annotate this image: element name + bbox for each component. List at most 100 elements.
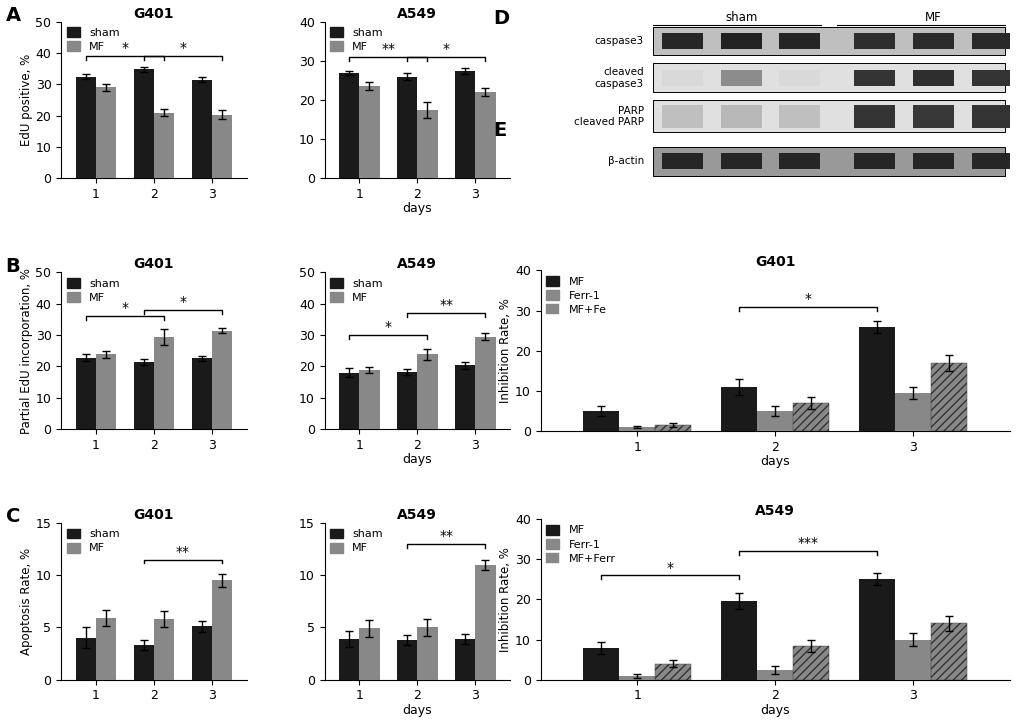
- Text: *: *: [179, 41, 186, 56]
- Bar: [854, 70, 895, 86]
- Text: *: *: [384, 320, 391, 334]
- Bar: [895, 640, 930, 680]
- Bar: [971, 105, 1012, 127]
- Text: A: A: [5, 6, 20, 25]
- Text: E: E: [493, 121, 506, 140]
- Bar: [661, 70, 702, 86]
- Bar: [96, 618, 116, 680]
- Text: cleaved
caspase3: cleaved caspase3: [594, 67, 643, 89]
- Y-axis label: Apoptosis Rate, %: Apoptosis Rate, %: [19, 548, 33, 655]
- Text: **: **: [381, 42, 395, 56]
- Bar: [583, 648, 619, 680]
- Bar: [720, 153, 761, 169]
- Y-axis label: Partial EdU incorporation, %: Partial EdU incorporation, %: [19, 268, 33, 434]
- Text: ***: ***: [797, 536, 818, 550]
- Bar: [96, 354, 116, 429]
- Bar: [475, 565, 495, 680]
- Bar: [912, 153, 953, 169]
- Legend: sham, MF: sham, MF: [66, 278, 119, 303]
- Bar: [338, 72, 359, 179]
- X-axis label: days: days: [403, 202, 432, 215]
- Bar: [212, 331, 232, 429]
- Title: A549: A549: [397, 508, 437, 522]
- Text: B: B: [5, 257, 20, 275]
- Bar: [417, 628, 437, 680]
- Bar: [895, 393, 930, 431]
- Text: β-actin: β-actin: [607, 156, 643, 166]
- Bar: [417, 110, 437, 179]
- Legend: MF, Ferr-1, MF+Ferr: MF, Ferr-1, MF+Ferr: [545, 525, 614, 564]
- Bar: [720, 105, 761, 127]
- Legend: MF, Ferr-1, MF+Fe: MF, Ferr-1, MF+Fe: [545, 276, 605, 315]
- Text: *: *: [121, 301, 128, 315]
- Bar: [971, 70, 1012, 86]
- Bar: [96, 87, 116, 179]
- Text: MF: MF: [924, 11, 941, 24]
- Bar: [359, 370, 379, 429]
- Bar: [133, 69, 154, 179]
- Title: A549: A549: [397, 257, 437, 271]
- Title: G401: G401: [133, 257, 174, 271]
- Bar: [212, 115, 232, 179]
- Bar: [619, 675, 654, 680]
- Bar: [912, 105, 953, 127]
- Bar: [652, 27, 1004, 56]
- Legend: sham, MF: sham, MF: [330, 27, 382, 52]
- Bar: [154, 619, 174, 680]
- Bar: [154, 337, 174, 429]
- Text: *: *: [121, 41, 128, 56]
- Legend: sham, MF: sham, MF: [330, 529, 382, 553]
- Bar: [661, 33, 702, 49]
- Bar: [454, 71, 475, 179]
- Bar: [854, 153, 895, 169]
- Bar: [396, 77, 417, 179]
- Bar: [75, 77, 96, 179]
- Title: G401: G401: [133, 508, 174, 522]
- Bar: [859, 579, 895, 680]
- Bar: [912, 70, 953, 86]
- Legend: sham, MF: sham, MF: [66, 529, 119, 553]
- Bar: [779, 153, 819, 169]
- Text: PARP
cleaved PARP: PARP cleaved PARP: [574, 106, 643, 127]
- Text: **: **: [439, 529, 452, 543]
- Bar: [779, 33, 819, 49]
- Bar: [652, 100, 1004, 132]
- Text: **: **: [175, 544, 190, 559]
- Bar: [779, 105, 819, 127]
- Bar: [454, 365, 475, 429]
- Title: A549: A549: [397, 7, 437, 20]
- Bar: [652, 64, 1004, 93]
- X-axis label: days: days: [403, 703, 432, 716]
- Bar: [859, 327, 895, 431]
- Bar: [192, 359, 212, 429]
- Bar: [475, 92, 495, 179]
- Legend: sham, MF: sham, MF: [330, 278, 382, 303]
- Y-axis label: Inhibition Rate, %: Inhibition Rate, %: [498, 547, 512, 652]
- Bar: [854, 105, 895, 127]
- Bar: [971, 153, 1012, 169]
- Bar: [192, 80, 212, 179]
- Bar: [779, 70, 819, 86]
- Bar: [930, 363, 966, 431]
- Bar: [720, 602, 756, 680]
- Bar: [75, 358, 96, 429]
- Bar: [396, 640, 417, 680]
- Bar: [654, 425, 690, 431]
- X-axis label: days: days: [403, 453, 432, 466]
- Bar: [793, 403, 828, 431]
- Text: C: C: [5, 508, 20, 526]
- Bar: [854, 33, 895, 49]
- Bar: [661, 153, 702, 169]
- Bar: [661, 105, 702, 127]
- Bar: [133, 362, 154, 429]
- Y-axis label: EdU positive, %: EdU positive, %: [19, 54, 33, 146]
- Bar: [619, 427, 654, 431]
- Title: G401: G401: [754, 255, 795, 269]
- X-axis label: days: days: [759, 703, 790, 716]
- Text: **: **: [439, 299, 452, 312]
- Bar: [720, 70, 761, 86]
- Bar: [475, 337, 495, 429]
- Bar: [756, 669, 793, 680]
- Y-axis label: Inhibition Rate, %: Inhibition Rate, %: [498, 298, 512, 403]
- Bar: [930, 623, 966, 680]
